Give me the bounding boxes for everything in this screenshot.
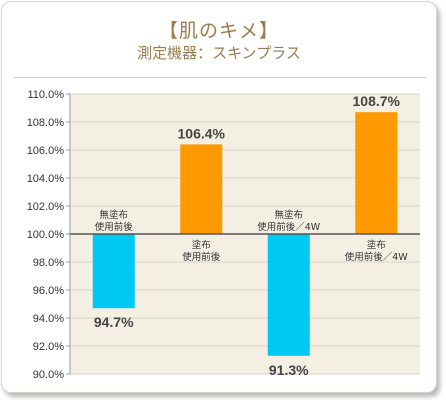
y-tick-label: 100.0% xyxy=(27,229,65,241)
category-label: 無塗布 xyxy=(274,209,303,221)
y-tick-label: 104.0% xyxy=(27,173,65,185)
value-label: 108.7% xyxy=(353,93,401,109)
y-tick-label: 90.0% xyxy=(33,369,64,381)
chart-subtitle: 測定機器：スキンプラス xyxy=(137,44,301,62)
value-label: 91.3% xyxy=(269,362,309,378)
value-label: 94.7% xyxy=(94,314,134,330)
category-label: 使用前後／4W xyxy=(345,251,409,263)
bar xyxy=(92,234,135,309)
y-tick-label: 94.0% xyxy=(33,313,64,325)
category-label: 使用前後 xyxy=(95,221,134,233)
title-divider xyxy=(14,77,426,78)
y-tick-label: 98.0% xyxy=(33,257,64,269)
category-label: 使用前後／4W xyxy=(257,221,321,233)
y-tick-label: 108.0% xyxy=(27,117,65,129)
chart-title: 【肌のキメ】 xyxy=(158,20,279,42)
y-tick-label: 106.0% xyxy=(27,145,65,157)
category-label: 塗布 xyxy=(192,239,211,251)
y-tick-label: 92.0% xyxy=(33,341,64,353)
y-tick-label: 110.0% xyxy=(28,89,65,101)
y-tick-label: 102.0% xyxy=(27,201,65,213)
category-label: 使用前後 xyxy=(182,251,221,263)
bar xyxy=(267,234,310,356)
category-label: 塗布 xyxy=(367,239,386,251)
y-tick-label: 96.0% xyxy=(33,285,64,297)
category-label: 無塗布 xyxy=(99,209,128,221)
bar xyxy=(180,144,223,234)
bar xyxy=(355,112,398,234)
value-label: 106.4% xyxy=(178,125,226,141)
